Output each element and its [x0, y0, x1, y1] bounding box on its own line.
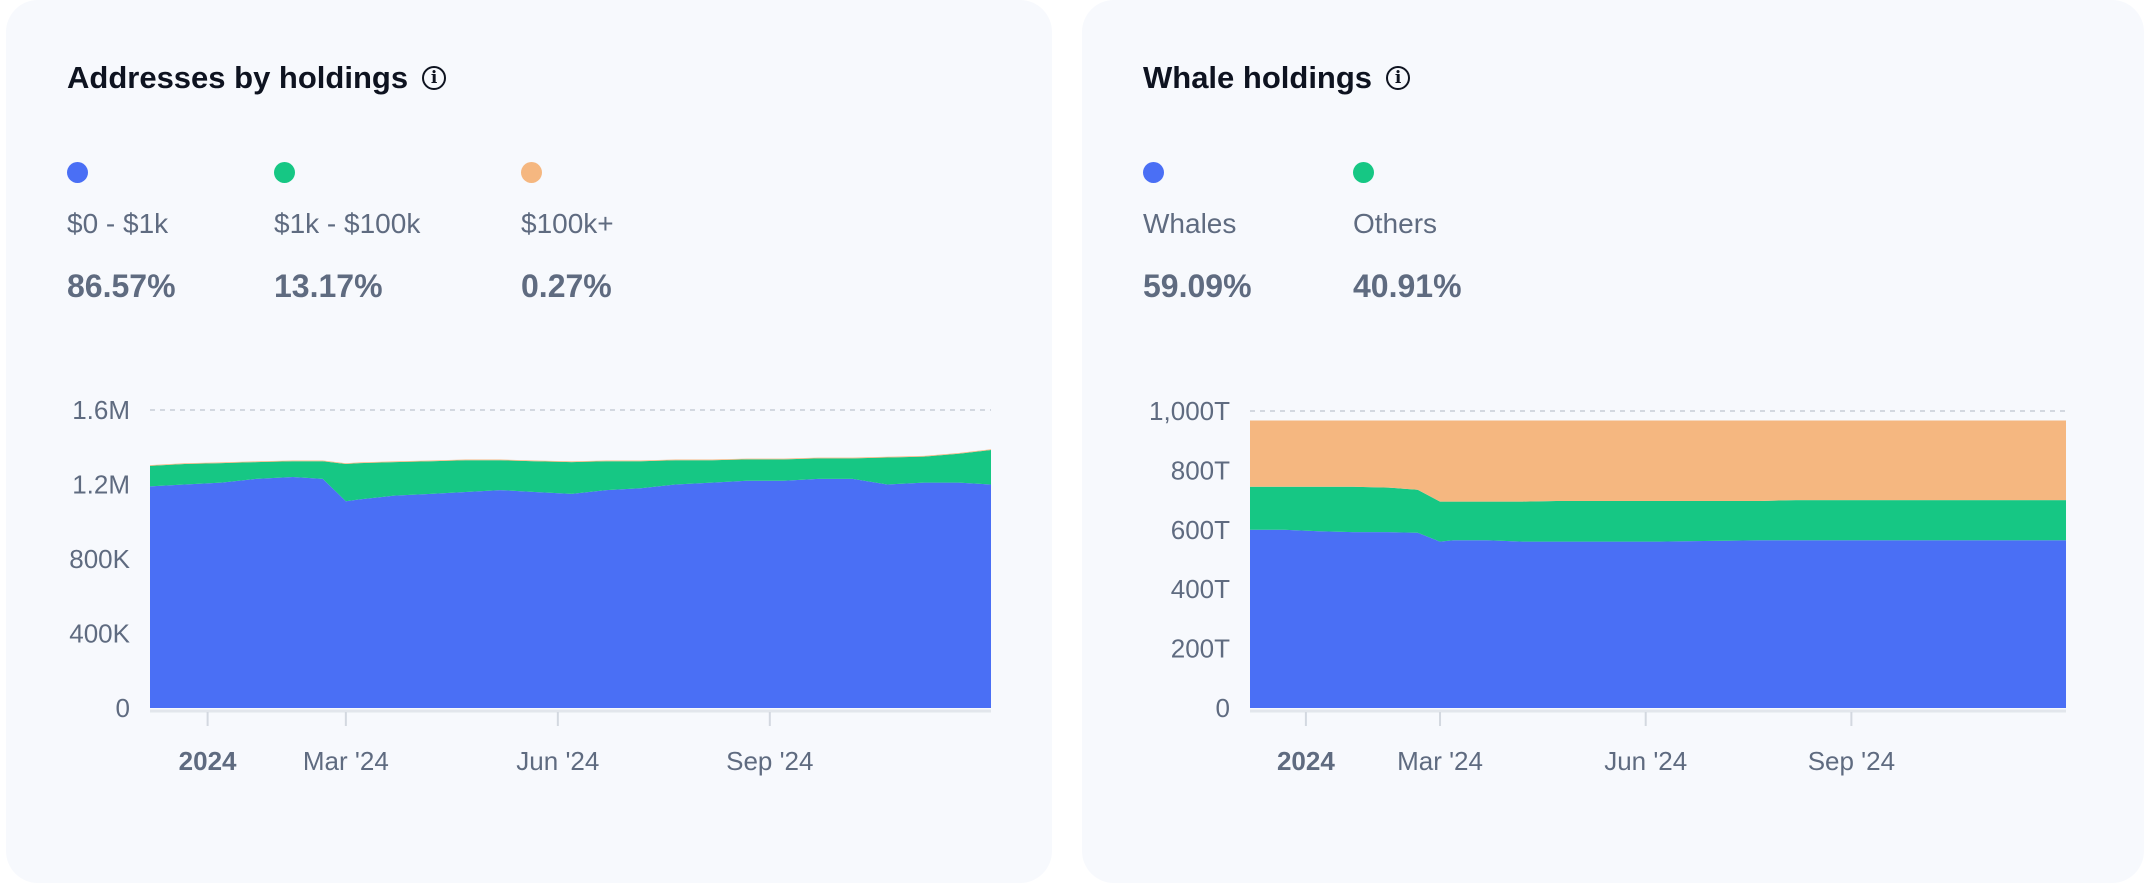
legend-dot-icon: [521, 162, 542, 183]
legend-dot-icon: [1353, 162, 1374, 183]
y-tick-label: 800K: [69, 544, 130, 574]
legend-dot-icon: [274, 162, 295, 183]
chart-1: 0 200T 400T 600T 800T 1,000T 2024 Mar '24 Jun '2…: [1149, 396, 2066, 776]
legend-item[interactable]: $1k - $100k 13.17%: [274, 162, 521, 305]
legend-item[interactable]: Others 40.91%: [1353, 162, 1462, 305]
y-tick-label: 400T: [1171, 574, 1230, 604]
legend-item[interactable]: Whales 59.09%: [1143, 162, 1353, 305]
legend: $0 - $1k 86.57% $1k - $100k 13.17% $100k…: [67, 162, 614, 305]
legend-item[interactable]: $0 - $1k 86.57%: [67, 162, 274, 305]
legend-dot-icon: [1143, 162, 1164, 183]
card-title: Addresses by holdings i: [67, 60, 447, 96]
x-tick-label: Jun '24: [516, 746, 599, 776]
legend-value: 86.57%: [67, 268, 176, 304]
legend-dot-icon: [67, 162, 88, 183]
legend-label: Others: [1353, 208, 1438, 239]
y-tick-label: 800T: [1171, 455, 1230, 485]
legend-value: 40.91%: [1353, 268, 1462, 304]
addresses-by-holdings-card: Addresses by holdings i $0 - $1k 86.57% …: [6, 0, 1052, 883]
y-tick-label: 1.2M: [72, 470, 130, 500]
legend-label: Whales: [1143, 208, 1237, 239]
legend: Whales 59.09% Others 40.91%: [1143, 162, 1462, 305]
y-tick-label: 600T: [1171, 515, 1230, 545]
legend-value: 13.17%: [274, 268, 383, 304]
chart-0: 0 400K 800K 1.2M 1.6M 2024 Mar '24 Jun '24 Sep '…: [69, 395, 991, 776]
y-tick-label: 0: [1216, 693, 1230, 723]
x-tick-label: 2024: [1277, 746, 1335, 776]
area-series-series-2: [1250, 420, 2066, 502]
area-series-whales: [1250, 529, 2066, 708]
y-tick-label: 0: [116, 693, 130, 723]
y-tick-label: 1,000T: [1149, 396, 1230, 426]
card-title-text: Addresses by holdings: [67, 60, 409, 95]
y-tick-label: 1.6M: [72, 395, 130, 425]
legend-value: 0.27%: [521, 268, 612, 304]
area-series--0-1k: [150, 477, 991, 708]
y-tick-label: 400K: [69, 619, 130, 649]
x-tick-label: Jun '24: [1604, 746, 1687, 776]
info-icon[interactable]: i: [422, 66, 447, 90]
x-tick-label: Sep '24: [726, 746, 813, 776]
legend-value: 59.09%: [1143, 268, 1252, 304]
x-tick-label: Mar '24: [1397, 746, 1483, 776]
y-tick-label: 200T: [1171, 634, 1230, 664]
x-tick-label: Mar '24: [303, 746, 389, 776]
legend-label: $1k - $100k: [274, 208, 421, 239]
x-tick-label: Sep '24: [1808, 746, 1895, 776]
card-title: Whale holdings i: [1143, 60, 1411, 96]
legend-item[interactable]: $100k+ 0.27%: [521, 162, 614, 305]
legend-label: $0 - $1k: [67, 208, 169, 239]
legend-label: $100k+: [521, 208, 614, 239]
area-series-others: [1250, 486, 2066, 542]
area-series--1k-100k: [150, 450, 991, 502]
x-tick-label: 2024: [179, 746, 237, 776]
info-icon[interactable]: i: [1386, 66, 1411, 90]
card-title-text: Whale holdings: [1143, 60, 1373, 95]
